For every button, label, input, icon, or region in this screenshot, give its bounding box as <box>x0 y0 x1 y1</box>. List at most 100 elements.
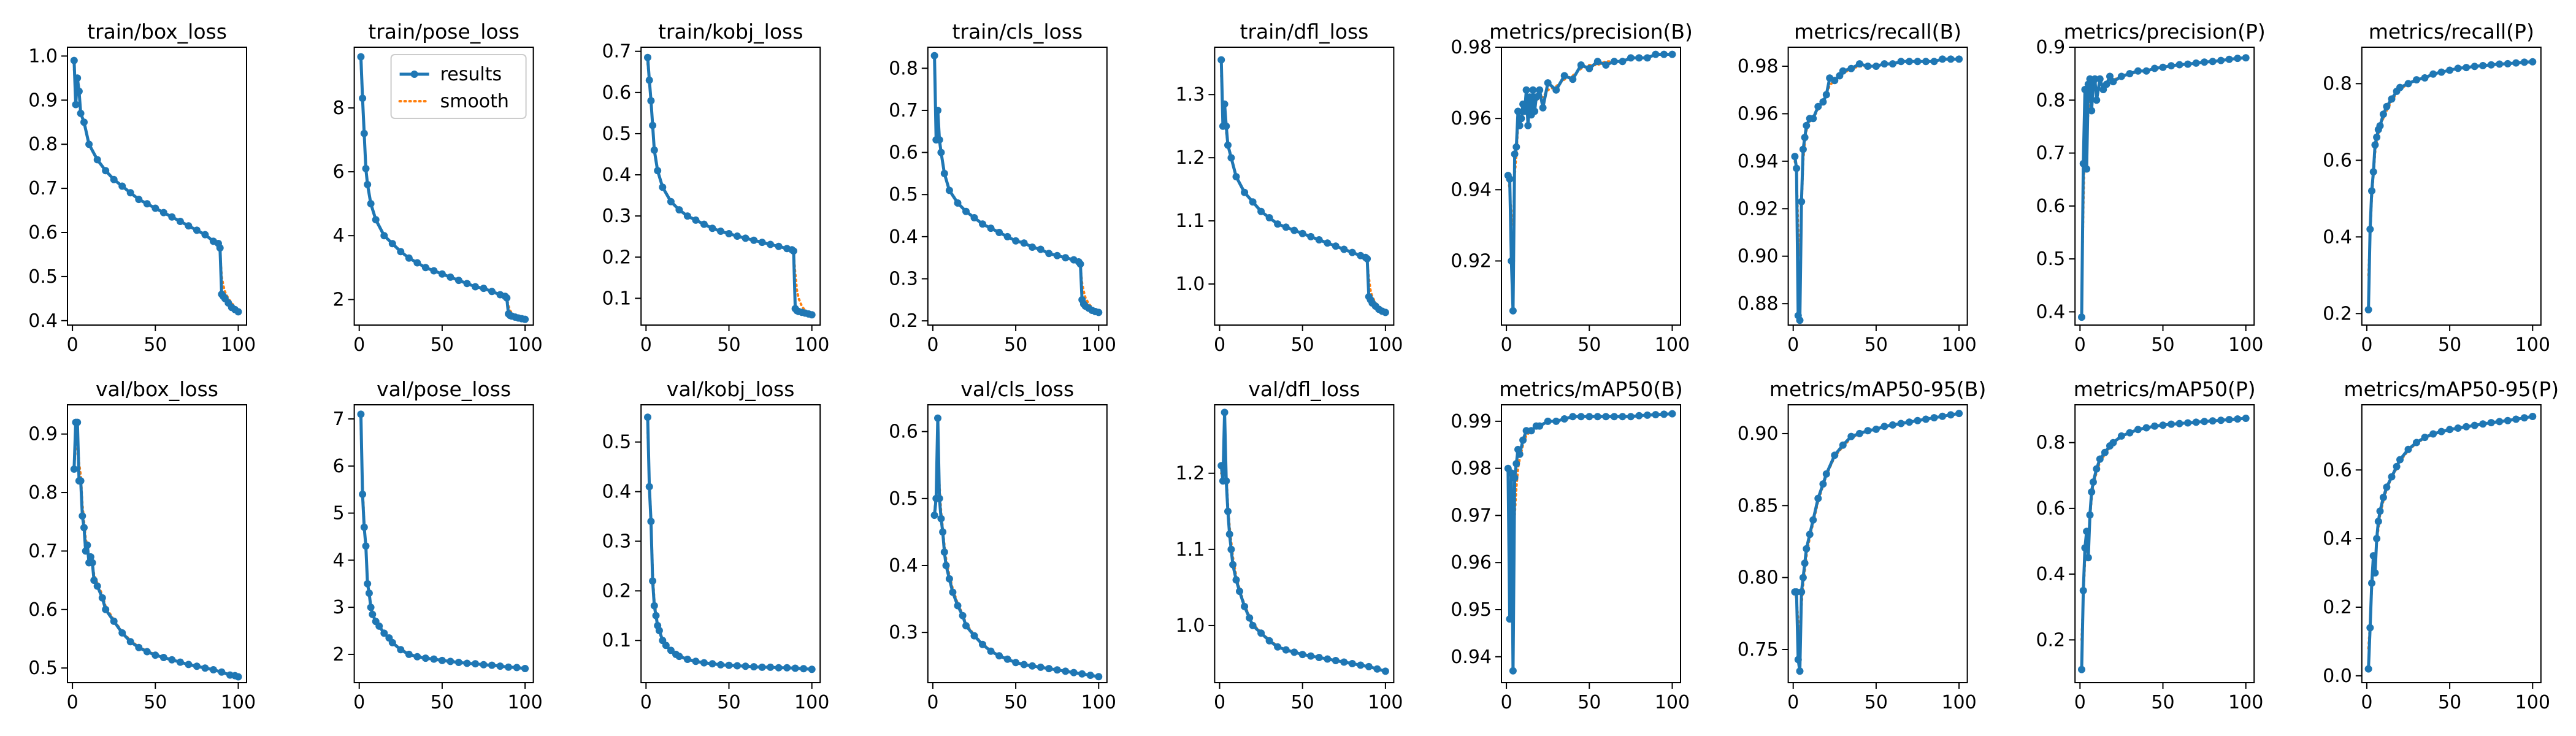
results-point <box>1906 418 1913 426</box>
results-point <box>2168 420 2175 428</box>
y-tick-label: 0.98 <box>1451 458 1492 480</box>
chart-title: train/kobj_loss <box>658 20 803 44</box>
results-point <box>2413 76 2420 84</box>
results-point <box>962 622 970 630</box>
results-point <box>1227 154 1235 162</box>
results-point <box>970 214 978 221</box>
results-point <box>70 56 78 64</box>
results-point <box>1839 67 1847 75</box>
y-tick-label: 8 <box>333 98 345 119</box>
results-point <box>1793 164 1801 172</box>
results-point <box>1635 412 1643 420</box>
y-tick-label: 0.6 <box>28 599 58 621</box>
results-point <box>1516 450 1524 458</box>
results-point <box>1265 637 1273 645</box>
results-point <box>2376 507 2384 515</box>
results-point <box>1897 58 1905 66</box>
results-point <box>1806 531 1814 539</box>
plot-frame <box>1501 404 1681 683</box>
results-point <box>1798 197 1806 205</box>
results-point <box>2109 439 2117 447</box>
results-point <box>1602 413 1610 421</box>
y-tick-label: 1.0 <box>28 45 58 67</box>
results-point <box>2088 488 2096 496</box>
results-point <box>405 254 413 262</box>
results-point <box>2368 187 2375 195</box>
results-point <box>521 665 529 672</box>
results-point <box>176 218 184 225</box>
results-point <box>987 647 995 655</box>
x-tick-label: 0 <box>2361 334 2372 356</box>
y-tick-label: 0.95 <box>1451 599 1492 621</box>
y-tick-label: 0.1 <box>602 288 631 309</box>
results-point <box>767 663 775 671</box>
y-tick-label: 0.6 <box>2323 150 2352 171</box>
smooth-line <box>2367 415 2534 650</box>
results-point <box>1855 429 1863 437</box>
results-point <box>430 655 438 663</box>
results-point <box>1020 661 1028 669</box>
results-point <box>159 209 167 217</box>
results-point <box>1357 661 1365 669</box>
chart-val-cls-loss: val/cls_loss 0 50 100 0.3 0.4 0.5 0.6 <box>889 377 1116 713</box>
y-tick-label: 0.98 <box>1451 37 1492 58</box>
results-point <box>1290 648 1298 656</box>
results-point <box>1803 545 1811 553</box>
results-point <box>2504 416 2512 424</box>
plot-frame <box>353 47 534 326</box>
results-point <box>1914 58 1922 66</box>
results-point <box>789 247 797 255</box>
y-tick-label: 0.2 <box>2323 303 2352 324</box>
results-point <box>74 418 82 426</box>
x-tick-label: 100 <box>1655 692 1690 713</box>
x-tick-label: 50 <box>1865 692 1888 713</box>
results-point <box>362 164 370 172</box>
y-tick-label: 1.0 <box>1176 615 1205 637</box>
results-point <box>2487 61 2495 69</box>
y-tick-label: 0.5 <box>28 657 58 679</box>
results-point <box>2429 70 2437 78</box>
results-point <box>1814 102 1822 110</box>
results-point <box>1939 55 1946 63</box>
results-point <box>1822 91 1830 99</box>
results-point <box>126 189 134 197</box>
results-point <box>1045 665 1053 673</box>
results-point <box>2209 58 2217 66</box>
results-point <box>675 206 683 214</box>
results-point <box>1906 58 1913 66</box>
y-tick-label: 0.96 <box>1738 103 1779 125</box>
x-tick-label: 50 <box>144 692 167 713</box>
results-point <box>1560 415 1568 423</box>
results-point <box>430 267 438 275</box>
x-tick-label: 50 <box>1004 334 1027 356</box>
results-point <box>397 646 405 654</box>
y-tick-label: 0.7 <box>602 41 631 63</box>
results-point <box>652 611 660 619</box>
results-point <box>86 553 94 561</box>
results-point <box>102 167 110 175</box>
x-tick-label: 100 <box>507 692 542 713</box>
results-point <box>70 465 78 473</box>
results-point <box>1888 60 1896 68</box>
results-point <box>2168 62 2175 70</box>
results-point <box>1585 413 1593 421</box>
results-point <box>1095 309 1103 316</box>
results-point <box>83 541 91 549</box>
y-tick-label: 1.1 <box>1176 539 1205 561</box>
results-point <box>118 629 126 637</box>
y-tick-label: 0.6 <box>889 142 918 164</box>
results-point <box>168 656 176 664</box>
results-point <box>1524 121 1532 129</box>
results-point <box>949 588 957 596</box>
results-point <box>2369 552 2377 560</box>
smooth-line <box>2080 56 2247 303</box>
results-point <box>758 663 766 671</box>
results-point <box>1635 54 1643 62</box>
results-point <box>159 654 167 661</box>
results-point <box>1922 58 1930 66</box>
results-point <box>143 648 151 656</box>
chart-metrics-precision-p: metrics/precision(P) 0 50 100 0.4 0.5 0.6 0.7 0.… <box>2036 20 2265 356</box>
results-point <box>1512 143 1520 151</box>
results-point <box>935 494 943 502</box>
results-point <box>808 311 816 319</box>
